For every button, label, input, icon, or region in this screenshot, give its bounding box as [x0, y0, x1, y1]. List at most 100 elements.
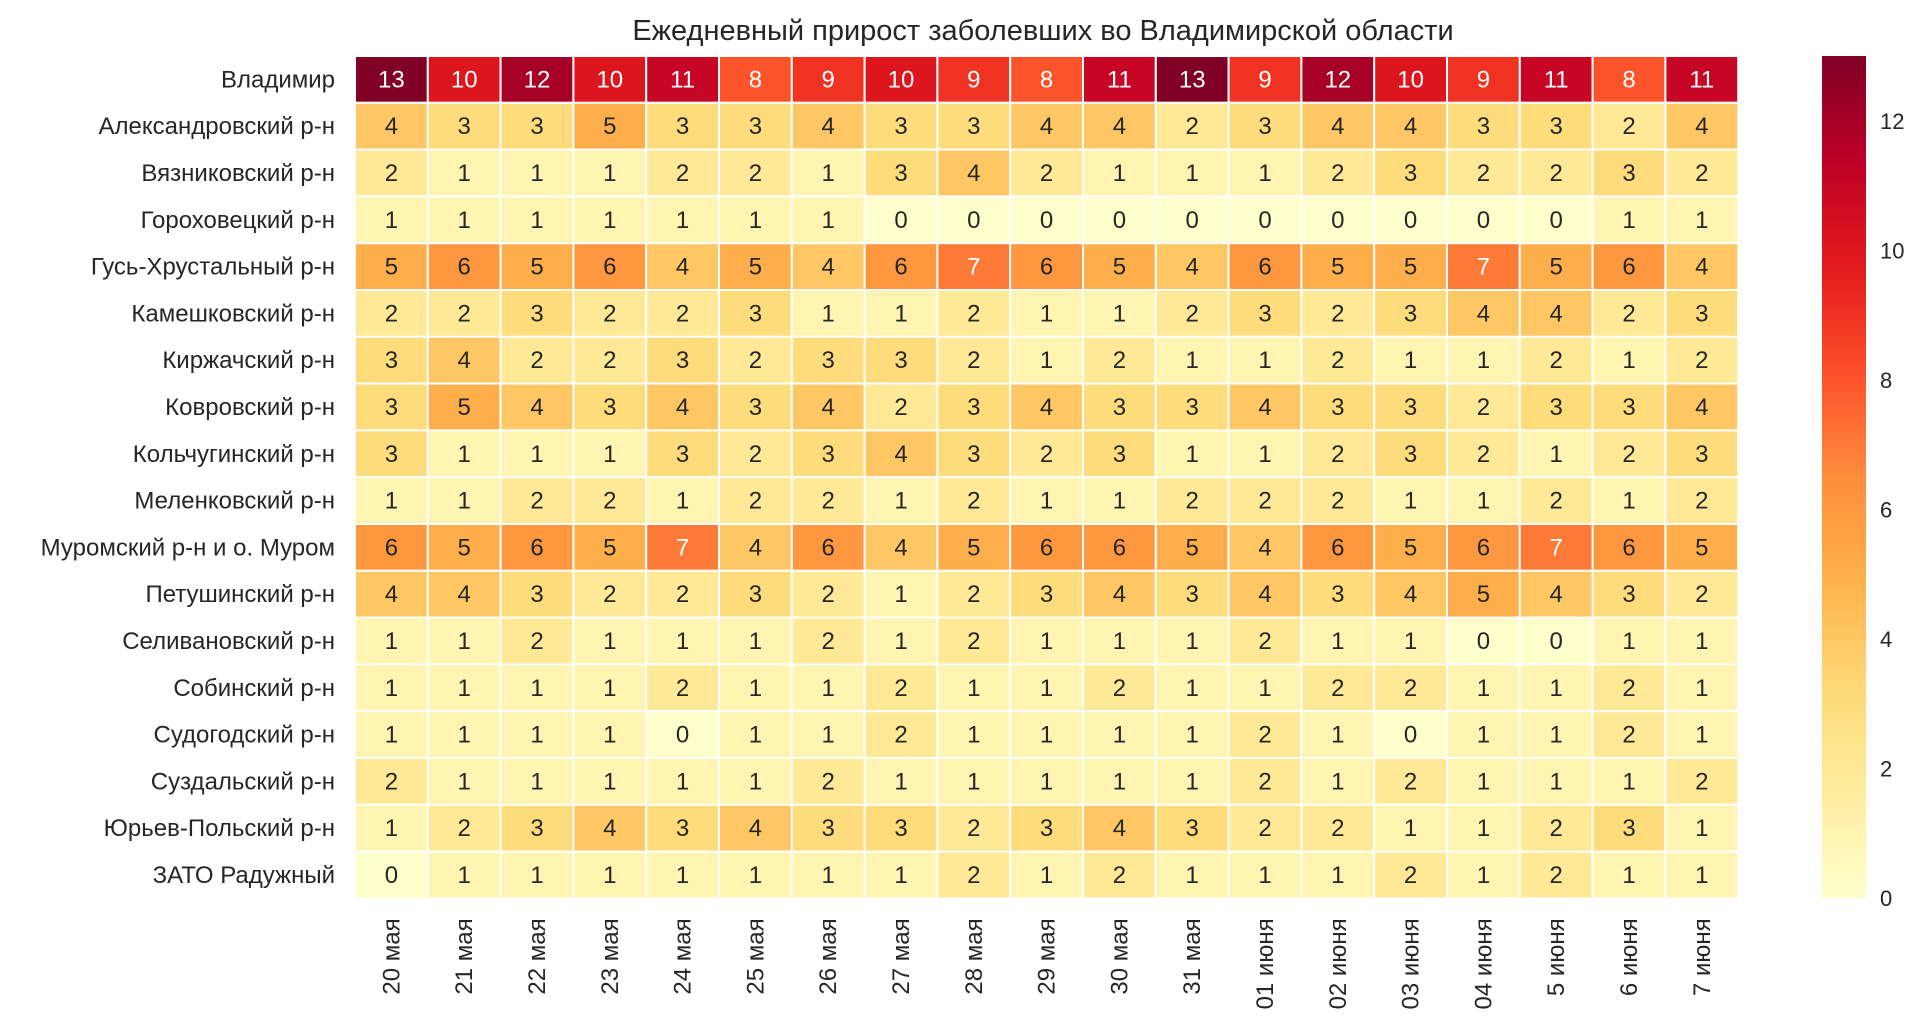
cell-value-label: 1 [822, 722, 835, 749]
heatmap-cell [1300, 429, 1376, 479]
colorbar-tick-label: 0 [1880, 886, 1892, 911]
cell-value-label: 2 [385, 300, 398, 327]
row-label: Суздальский р-н [151, 768, 335, 795]
column-label: 7 июня [1689, 918, 1716, 996]
cell-value-label: 4 [894, 441, 907, 468]
cell-value-label: 2 [1258, 628, 1271, 655]
cell-value-label: 5 [1695, 534, 1708, 561]
heatmap-cell [790, 289, 866, 338]
cell-value-label: 3 [1622, 394, 1635, 421]
cell-value-label: 1 [1113, 160, 1126, 187]
cell-value-label: 3 [1258, 113, 1271, 140]
heatmap-cell [936, 616, 1012, 666]
cell-value-label: 4 [1258, 581, 1271, 608]
colorbar-tick-label: 6 [1880, 497, 1892, 522]
cell-value-label: 1 [894, 581, 907, 608]
cell-value-label: 1 [458, 862, 471, 889]
heatmap-cell [1664, 55, 1740, 104]
heatmap-cell [1518, 101, 1594, 151]
cell-value-label: 2 [1550, 347, 1563, 374]
cell-value-label: 1 [894, 300, 907, 327]
heatmap-cell [936, 195, 1012, 245]
cell-value-label: 1 [530, 207, 543, 234]
heatmap-cell [426, 850, 502, 900]
cell-value-label: 0 [1258, 207, 1271, 234]
heatmap-cell [1300, 335, 1376, 385]
cell-value-label: 3 [1404, 300, 1417, 327]
heatmap-cell [1227, 335, 1303, 385]
heatmap-cell [718, 757, 793, 806]
heatmap-cell [1082, 803, 1157, 853]
cell-value-label: 1 [1186, 160, 1199, 187]
cell-value-label: 12 [524, 66, 551, 93]
heatmap-cell [1591, 523, 1667, 572]
cell-value-label: 4 [1258, 534, 1271, 561]
column-labels: 20 мая 21 мая 22 мая 23 мая 24 мая 25 мая 26 м… [378, 918, 1715, 1009]
cell-value-label: 1 [749, 722, 762, 749]
heatmap-cell [1227, 569, 1303, 619]
cell-value-label: 10 [451, 66, 478, 93]
heatmap-cell [1446, 569, 1521, 619]
cell-value-label: 1 [1622, 207, 1635, 234]
heatmap-cell [936, 569, 1012, 619]
cell-value-label: 1 [1040, 768, 1053, 795]
cell-value-label: 3 [1186, 815, 1199, 842]
column-label: 01 июня [1252, 918, 1279, 1009]
colorbar-ticks: 0 2 4 6 8 10 12 [1880, 109, 1904, 911]
heatmap-cell-labels: 13 10 12 10 11 8 9 10 9 8 11 13 9 12 10 9 11 8 114 3 3 5 3 3 4 3 3… [378, 66, 1714, 889]
heatmap-cell [1009, 55, 1085, 104]
heatmap-cell [1518, 476, 1594, 526]
cell-value-label: 7 [967, 254, 980, 281]
cell-value-label: 2 [1113, 675, 1126, 702]
cell-value-label: 3 [1113, 394, 1126, 421]
cell-value-label: 2 [894, 675, 907, 702]
cell-value-label: 0 [967, 207, 980, 234]
heatmap-cell [1300, 55, 1376, 104]
heatmap-cell [718, 523, 793, 572]
cell-value-label: 1 [458, 441, 471, 468]
heatmap-cell [1082, 242, 1157, 291]
cell-value-label: 4 [1113, 815, 1126, 842]
heatmap-cell [1373, 148, 1448, 198]
cell-value-label: 2 [1695, 347, 1708, 374]
cell-value-label: 1 [676, 207, 689, 234]
column-label: 23 мая [597, 918, 624, 994]
heatmap-cell [1373, 850, 1448, 900]
cell-value-label: 1 [1695, 675, 1708, 702]
cell-value-label: 1 [603, 675, 616, 702]
cell-value-label: 4 [1186, 254, 1199, 281]
cell-value-label: 1 [385, 722, 398, 749]
cell-value-label: 4 [822, 394, 835, 421]
heatmap-cell [572, 663, 648, 713]
cell-value-label: 2 [1331, 160, 1344, 187]
heatmap-cell [1591, 101, 1667, 151]
cell-value-label: 2 [1695, 581, 1708, 608]
row-label: Меленковский р-н [134, 488, 335, 515]
heatmap-cell [1664, 663, 1740, 713]
cell-value-label: 3 [967, 394, 980, 421]
heatmap-cell [354, 616, 429, 666]
cell-value-label: 4 [749, 815, 762, 842]
cell-value-label: 1 [1404, 815, 1417, 842]
cell-value-label: 0 [1331, 207, 1344, 234]
heatmap-cell [1664, 242, 1740, 291]
cell-value-label: 1 [1258, 441, 1271, 468]
cell-value-label: 3 [530, 300, 543, 327]
cell-value-label: 1 [1258, 675, 1271, 702]
cell-value-label: 2 [822, 628, 835, 655]
cell-value-label: 1 [1186, 722, 1199, 749]
cell-value-label: 1 [967, 675, 980, 702]
heatmap-cell [354, 569, 429, 619]
cell-value-label: 2 [530, 628, 543, 655]
cell-value-label: 0 [1477, 628, 1490, 655]
cell-value-label: 1 [385, 488, 398, 515]
cell-value-label: 1 [385, 628, 398, 655]
cell-value-label: 1 [1622, 862, 1635, 889]
cell-value-label: 5 [1186, 534, 1199, 561]
cell-value-label: 6 [1622, 534, 1635, 561]
cell-value-label: 5 [603, 534, 616, 561]
cell-value-label: 8 [749, 66, 762, 93]
heatmap-cell [499, 289, 575, 338]
heatmap-cell [863, 55, 939, 104]
cell-value-label: 1 [1186, 441, 1199, 468]
